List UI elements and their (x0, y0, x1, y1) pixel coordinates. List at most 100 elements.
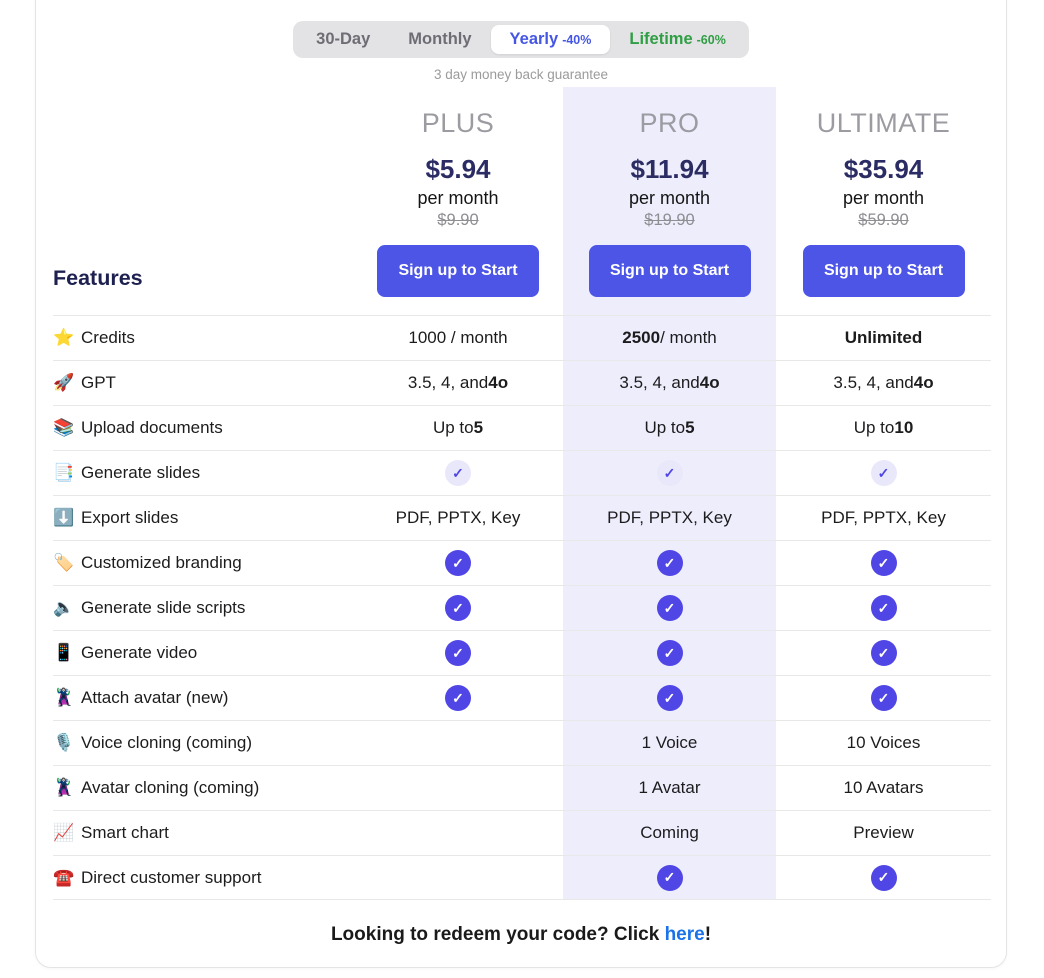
feature-label-cell: 📑 Generate slides (53, 451, 353, 495)
feature-value-pro: ✓ (563, 541, 776, 585)
feature-value-plus: ✓ (353, 586, 563, 630)
plan-column-plus: PLUS $5.94 per month $9.90 Sign up to Start (353, 87, 563, 315)
feature-value-text: PDF, PPTX, Key (607, 508, 732, 527)
billing-toggle-wrap: 30-Day Monthly Yearly -40% Lifetime -60% (36, 0, 1006, 58)
check-light-icon: ✓ (870, 460, 897, 486)
feature-value-ultimate: ✓ (776, 631, 991, 675)
feature-value-text: Up to (853, 418, 895, 437)
feature-row: ⭐ Credits 1000 / month 2500 / month Unlimite… (53, 315, 991, 360)
feature-value-plus: ✓ (353, 541, 563, 585)
feature-rows: ⭐ Credits 1000 / month 2500 / month Unlimite… (53, 315, 991, 900)
feature-value-ultimate: 10 Voices (776, 721, 991, 765)
label-tag-icon: 🏷️ (53, 553, 75, 572)
check-icon: ✓ (870, 640, 897, 666)
feature-row: 🦹 Attach avatar (new) ✓ ✓ ✓ (53, 675, 991, 720)
feature-value-ultimate: PDF, PPTX, Key (776, 496, 991, 540)
signup-button-pro[interactable]: Sign up to Start (588, 245, 751, 297)
feature-value-ultimate: ✓ (776, 586, 991, 630)
feature-label: Credits (81, 328, 135, 347)
plan-period: per month (417, 188, 499, 208)
feature-value-plus: PDF, PPTX, Key (353, 496, 563, 540)
check-icon: ✓ (656, 595, 683, 621)
feature-value-pro: Coming (563, 811, 776, 855)
toggle-option-yearly[interactable]: Yearly -40% (490, 25, 611, 54)
check-icon: ✓ (656, 685, 683, 711)
plan-header-row: Features PLUS $5.94 per month $9.90 Sign up … (53, 87, 991, 315)
feature-label-cell: 🔈 Generate slide scripts (53, 586, 353, 630)
feature-value-text: Up to (432, 418, 474, 437)
plan-price: $35.94 (843, 154, 924, 184)
feature-label: Export slides (81, 508, 179, 527)
feature-row: ☎️ Direct customer support ✓ ✓ (53, 855, 991, 900)
toggle-option-monthly[interactable]: Monthly (389, 25, 490, 54)
plan-column-ultimate: ULTIMATE $35.94 per month $59.90 Sign up to … (776, 87, 991, 315)
feature-value-pro: Up to 5 (563, 406, 776, 450)
feature-label-cell: 📱 Generate video (53, 631, 353, 675)
feature-row: 🎙️ Voice cloning (coming) 1 Voice 10 Voices (53, 720, 991, 765)
redeem-code-footer: Looking to redeem your code? Click here! (36, 924, 1006, 946)
feature-value-text: 3.5, 4, and (619, 373, 700, 392)
feature-row: 🏷️ Customized branding ✓ ✓ ✓ (53, 540, 991, 585)
feature-row: 📈 Smart chart Coming Preview (53, 810, 991, 855)
feature-value-ultimate: ✓ (776, 676, 991, 720)
feature-row: ⬇️ Export slides PDF, PPTX, Key PDF, PPTX, … (53, 495, 991, 540)
check-light-icon: ✓ (656, 460, 683, 486)
feature-row: 📑 Generate slides ✓ ✓ ✓ (53, 450, 991, 495)
toggle-option-label: Lifetime (629, 30, 693, 48)
feature-value-pro: ✓ (563, 856, 776, 899)
microphone-icon: 🎙️ (53, 733, 75, 752)
feature-value-pro: ✓ (563, 586, 776, 630)
feature-row: 🚀 GPT 3.5, 4, and 4o 3.5, 4, and 4o 3.5, 4, … (53, 360, 991, 405)
feature-value-ultimate: ✓ (776, 451, 991, 495)
check-icon: ✓ (445, 685, 471, 711)
features-heading: Features (53, 266, 143, 290)
speaker-icon: 🔈 (53, 598, 75, 617)
signup-button-ultimate[interactable]: Sign up to Start (802, 245, 965, 297)
feature-value-ultimate: ✓ (776, 541, 991, 585)
feature-value-text: 3.5, 4, and (833, 373, 914, 392)
feature-label-cell: 📈 Smart chart (53, 811, 353, 855)
feature-label: Generate slide scripts (81, 598, 246, 617)
plan-old-price: $19.90 (644, 211, 695, 229)
plan-price: $11.94 (630, 154, 709, 184)
feature-value-text: 1 Avatar (638, 778, 701, 797)
feature-value-text: 4o (699, 373, 720, 392)
check-icon: ✓ (870, 685, 897, 711)
feature-label: Customized branding (81, 553, 242, 572)
feature-value-text: Up to (644, 418, 686, 437)
feature-value-text: 1000 / month (408, 328, 508, 347)
signup-button-plus[interactable]: Sign up to Start (377, 245, 539, 297)
feature-label: Smart chart (81, 823, 169, 842)
feature-label-cell: 📚 Upload documents (53, 406, 353, 450)
feature-label: Attach avatar (new) (81, 688, 229, 707)
feature-value-plus: ✓ (353, 631, 563, 675)
feature-label-cell: 🏷️ Customized branding (53, 541, 353, 585)
toggle-option-badge: -60% (696, 33, 726, 47)
bookmark-tabs-icon: 📑 (53, 463, 75, 482)
feature-value-text: Coming (640, 823, 699, 842)
feature-label-cell: ☎️ Direct customer support (53, 856, 353, 899)
feature-value-text: 5 (685, 418, 695, 437)
feature-value-plus: ✓ (353, 451, 563, 495)
feature-row: 📱 Generate video ✓ ✓ ✓ (53, 630, 991, 675)
supervillain-icon: 🦹 (53, 778, 75, 797)
mobile-phone-icon: 📱 (53, 643, 75, 662)
plan-name: ULTIMATE (816, 108, 951, 138)
star-icon: ⭐ (53, 328, 75, 347)
toggle-option-lifetime[interactable]: Lifetime -60% (610, 25, 744, 54)
feature-value-text: 5 (473, 418, 484, 437)
feature-value-plus (353, 721, 563, 765)
feature-value-text: 4o (913, 373, 934, 392)
feature-label-cell: 🎙️ Voice cloning (coming) (53, 721, 353, 765)
feature-value-pro: 1 Voice (563, 721, 776, 765)
toggle-option-30-day[interactable]: 30-Day (297, 25, 389, 54)
feature-label: GPT (81, 373, 116, 392)
feature-label-cell: 🦹 Attach avatar (new) (53, 676, 353, 720)
redeem-code-link[interactable]: here (664, 924, 705, 945)
down-arrow-icon: ⬇️ (53, 508, 75, 527)
billing-period-toggle: 30-Day Monthly Yearly -40% Lifetime -60% (293, 21, 749, 58)
telephone-icon: ☎️ (53, 867, 75, 887)
plan-period: per month (842, 188, 925, 208)
feature-value-ultimate: 10 Avatars (776, 766, 991, 810)
feature-value-plus: 3.5, 4, and 4o (353, 361, 563, 405)
